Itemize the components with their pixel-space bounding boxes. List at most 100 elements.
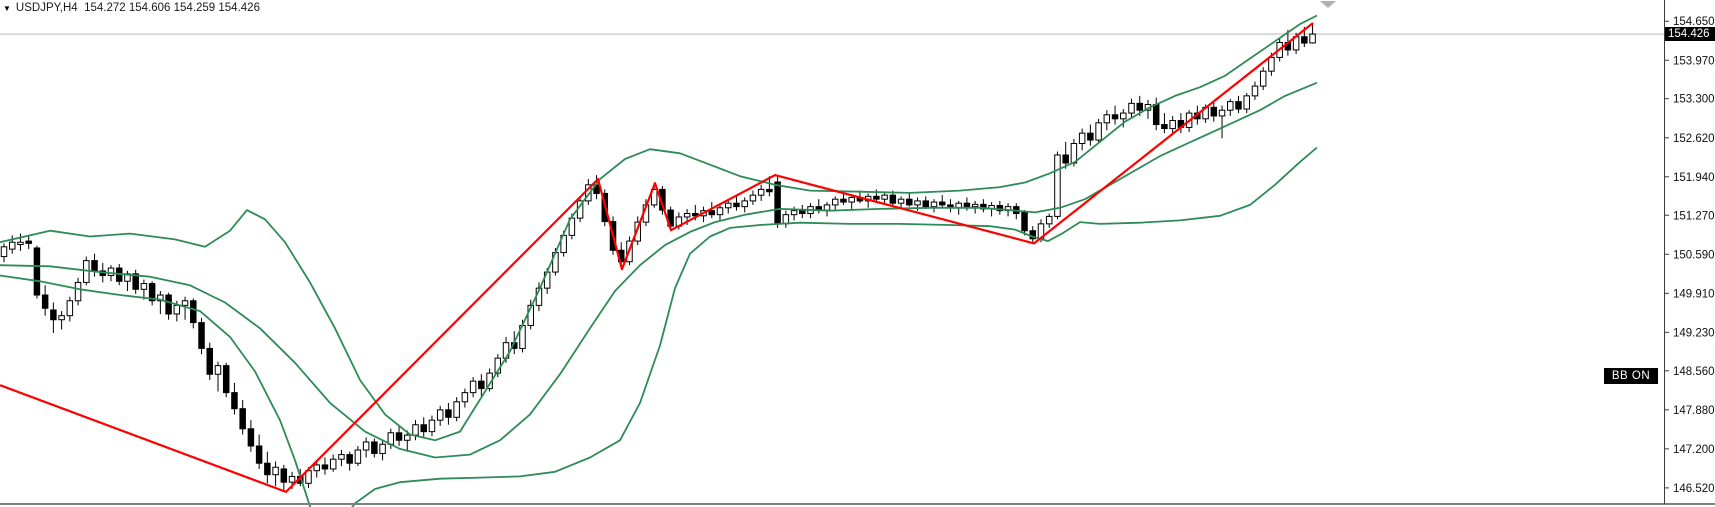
bear-candle-body (774, 181, 781, 225)
bear-candle-body (1152, 103, 1160, 126)
bollinger-upper-line (0, 14, 1318, 442)
bear-candle-body (41, 294, 49, 309)
bull-candle-body (288, 475, 296, 483)
bear-candle-body (231, 392, 238, 410)
bull-candle-body (1251, 85, 1259, 97)
bull-candle-body (362, 441, 370, 451)
bull-candle-body (66, 300, 74, 317)
bull-candle-body (782, 214, 790, 225)
bear-candle-body (766, 188, 773, 193)
bear-candle-body (873, 195, 880, 200)
axis-tick-label: 150.590 (1673, 249, 1715, 261)
bear-candle-body (1136, 102, 1143, 111)
bear-candle-body (206, 347, 213, 375)
bear-candle-body (445, 409, 452, 418)
axis-tick-label: 148.560 (1673, 366, 1715, 378)
bull-candle-body (757, 188, 765, 196)
bull-candle-body (313, 464, 320, 472)
bull-candle-body (823, 204, 831, 211)
bear-candle-body (889, 194, 897, 204)
bull-candle-body (1218, 109, 1226, 117)
bear-candle-body (239, 408, 246, 430)
bear-candle-body (420, 424, 427, 433)
bull-candle-body (1054, 154, 1061, 217)
bull-candle-body (379, 443, 386, 454)
bull-candle-body (881, 194, 888, 200)
bull-candle-body (214, 365, 222, 375)
bull-candle-body (1243, 95, 1250, 110)
symbol-ohlc-header: ▼ USDJPY,H4 154.272 154.606 154.259 154.… (3, 1, 260, 15)
bull-candle-body (453, 401, 460, 418)
bear-candle-body (1021, 211, 1028, 232)
bear-candle-body (708, 210, 716, 216)
bear-candle-body (25, 240, 32, 244)
bull-candle-body (749, 194, 757, 202)
bollinger-lower-line (0, 146, 1318, 507)
bull-candle-body (404, 434, 411, 441)
bull-candle-body (140, 283, 148, 290)
bear-candle-body (371, 441, 378, 454)
bull-candle-body (354, 449, 362, 464)
bear-candle-body (395, 432, 403, 441)
bull-candle-body (1169, 120, 1176, 130)
bull-candle-body (173, 304, 181, 315)
bull-candle-body (831, 198, 839, 206)
bear-candle-body (799, 210, 806, 215)
bull-candle-body (897, 198, 905, 204)
bull-candle-body (58, 315, 65, 321)
bull-candle-body (469, 380, 477, 394)
symbol-dropdown-icon[interactable]: ▼ (3, 3, 11, 13)
zigzag-line (0, 22, 1314, 493)
bear-candle-body (280, 468, 288, 483)
bear-candle-body (50, 309, 57, 321)
axis-tick-label: 154.650 (1673, 16, 1715, 28)
bear-candle-body (963, 202, 971, 208)
current-price-box: 154.426 (1665, 27, 1715, 41)
bear-candle-body (132, 273, 139, 290)
bear-candle-body (321, 464, 329, 470)
bear-candle-body (733, 202, 740, 208)
bull-candle-body (914, 200, 921, 206)
bull-candle-body (1259, 70, 1267, 87)
bear-candle-body (1087, 132, 1094, 141)
axis-tick-label: 146.520 (1673, 483, 1715, 495)
bull-candle-body (1268, 56, 1275, 72)
bb-toggle-badge[interactable]: BB ON (1604, 368, 1658, 384)
bull-candle-body (17, 241, 24, 246)
bear-candle-body (247, 428, 255, 447)
bull-candle-body (338, 454, 345, 460)
bear-candle-body (148, 283, 156, 302)
bull-candle-body (157, 294, 164, 302)
axis-tick-label: 147.880 (1673, 405, 1715, 417)
bull-candle-body (790, 210, 798, 216)
bull-candle-body (650, 188, 658, 206)
bull-candle-body (634, 221, 641, 242)
axis-tick-label: 151.940 (1673, 172, 1715, 184)
bull-candle-body (272, 466, 279, 476)
bull-candle-body (971, 203, 979, 208)
bull-candle-body (1078, 132, 1086, 144)
bull-candle-body (428, 419, 436, 433)
bull-candle-body (1095, 122, 1102, 141)
axis-tick-label: 151.270 (1673, 210, 1715, 222)
axis-tick-label: 147.200 (1673, 444, 1715, 456)
bear-candle-body (906, 198, 913, 206)
price-axis-labels[interactable]: 154.650 153.970 153.300 152.620 151.940 151.2… (1664, 16, 1715, 495)
symbol-ohlc-text: USDJPY,H4 154.272 154.606 154.259 154.42… (15, 2, 260, 14)
axis-tick-label: 152.620 (1673, 133, 1715, 145)
bear-candle-body (255, 445, 263, 464)
scroll-end-marker-icon[interactable] (1320, 1, 1336, 8)
bear-candle-body (922, 200, 930, 208)
bull-candle-body (683, 213, 691, 218)
bear-candle-body (938, 201, 946, 206)
axis-tick-label: 149.230 (1673, 327, 1715, 339)
bollinger-middle-line (0, 81, 1318, 459)
bull-candle-body (74, 281, 82, 302)
bear-candle-body (1210, 106, 1218, 117)
bear-candle-body (1235, 101, 1242, 110)
bear-candle-body (1161, 124, 1168, 130)
bull-candle-body (1227, 101, 1234, 111)
axis-tick-label: 153.970 (1673, 55, 1715, 67)
